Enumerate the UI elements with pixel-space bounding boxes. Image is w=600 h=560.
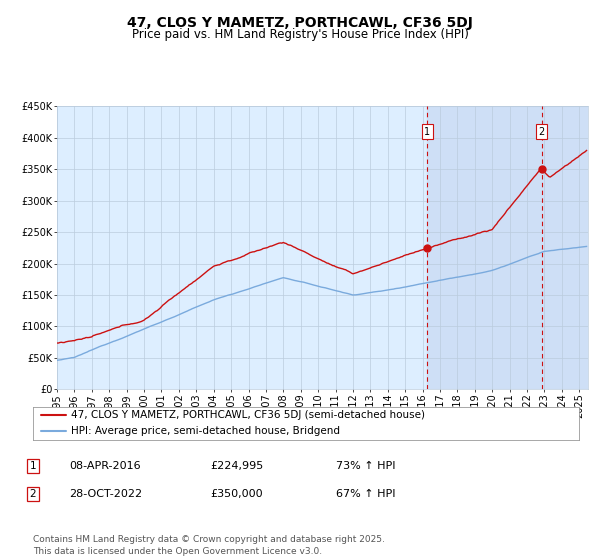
Text: Contains HM Land Registry data © Crown copyright and database right 2025.
This d: Contains HM Land Registry data © Crown c… [33,535,385,556]
Text: 28-OCT-2022: 28-OCT-2022 [69,489,142,499]
Text: 47, CLOS Y MAMETZ, PORTHCAWL, CF36 5DJ (semi-detached house): 47, CLOS Y MAMETZ, PORTHCAWL, CF36 5DJ (… [71,410,425,420]
Text: 73% ↑ HPI: 73% ↑ HPI [336,461,395,471]
Text: 47, CLOS Y MAMETZ, PORTHCAWL, CF36 5DJ: 47, CLOS Y MAMETZ, PORTHCAWL, CF36 5DJ [127,16,473,30]
Text: 1: 1 [424,127,430,137]
Text: HPI: Average price, semi-detached house, Bridgend: HPI: Average price, semi-detached house,… [71,427,340,436]
Text: 67% ↑ HPI: 67% ↑ HPI [336,489,395,499]
Text: 2: 2 [538,127,545,137]
Text: 2: 2 [29,489,37,499]
Text: £224,995: £224,995 [210,461,263,471]
Text: 1: 1 [29,461,37,471]
Text: Price paid vs. HM Land Registry's House Price Index (HPI): Price paid vs. HM Land Registry's House … [131,28,469,41]
Bar [427,106,590,389]
Text: £350,000: £350,000 [210,489,263,499]
Text: 08-APR-2016: 08-APR-2016 [69,461,140,471]
